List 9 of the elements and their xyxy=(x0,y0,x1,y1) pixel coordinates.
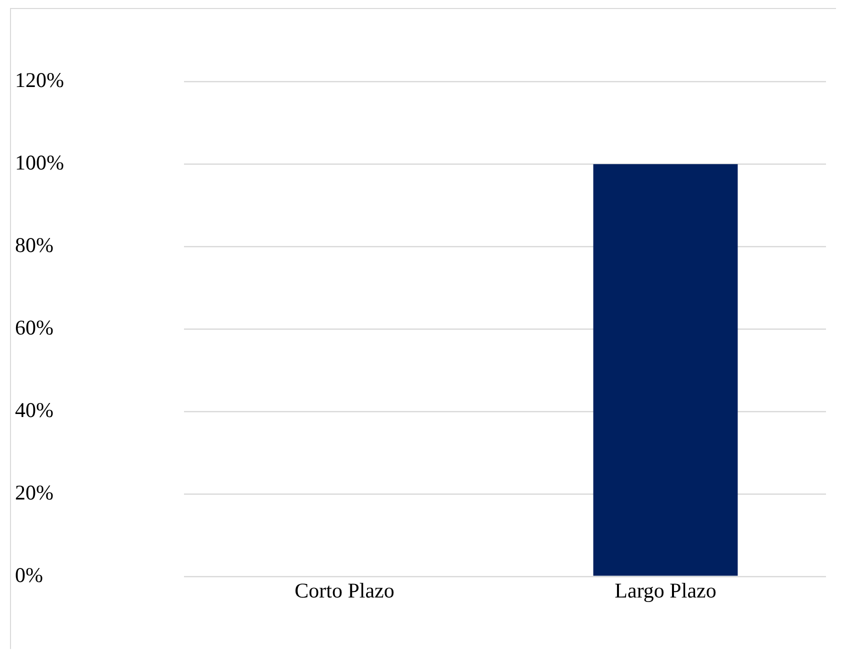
y-tick-label: 60% xyxy=(15,316,54,340)
y-tick-label: 40% xyxy=(15,398,54,422)
x-tick-label: Corto Plazo xyxy=(294,578,394,603)
x-tick-label: Largo Plazo xyxy=(614,578,716,603)
y-tick-label: 100% xyxy=(15,150,64,175)
y-tick-label: 0% xyxy=(15,562,43,587)
y-tick-label: 80% xyxy=(15,233,54,258)
y-tick-label: 20% xyxy=(15,480,54,504)
y-tick-label: 120% xyxy=(15,68,64,92)
